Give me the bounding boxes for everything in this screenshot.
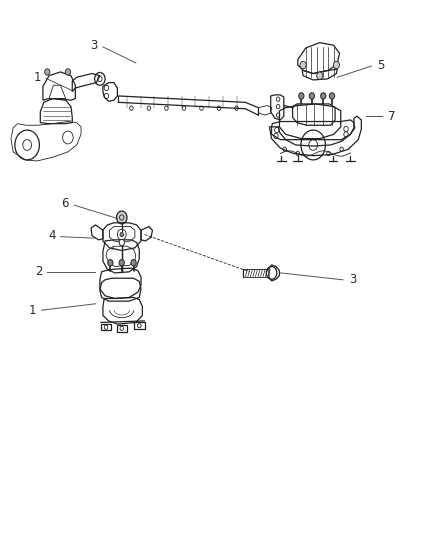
Circle shape: [309, 93, 314, 99]
Circle shape: [45, 69, 50, 75]
Circle shape: [119, 260, 124, 266]
Circle shape: [329, 93, 335, 99]
Circle shape: [300, 61, 306, 69]
Text: 5: 5: [378, 59, 385, 71]
Text: 4: 4: [48, 229, 56, 242]
Circle shape: [333, 61, 339, 69]
Circle shape: [108, 260, 113, 266]
Text: 6: 6: [61, 197, 69, 210]
Text: 1: 1: [33, 71, 41, 84]
Text: 2: 2: [35, 265, 42, 278]
Circle shape: [119, 239, 124, 246]
Circle shape: [131, 260, 136, 266]
Circle shape: [65, 69, 71, 75]
Circle shape: [321, 93, 326, 99]
Circle shape: [120, 232, 124, 237]
Text: 1: 1: [29, 304, 37, 317]
Circle shape: [317, 72, 323, 79]
Text: 3: 3: [91, 39, 98, 52]
Circle shape: [117, 211, 127, 224]
Circle shape: [299, 93, 304, 99]
Text: 3: 3: [349, 273, 356, 286]
Text: 7: 7: [388, 110, 396, 123]
